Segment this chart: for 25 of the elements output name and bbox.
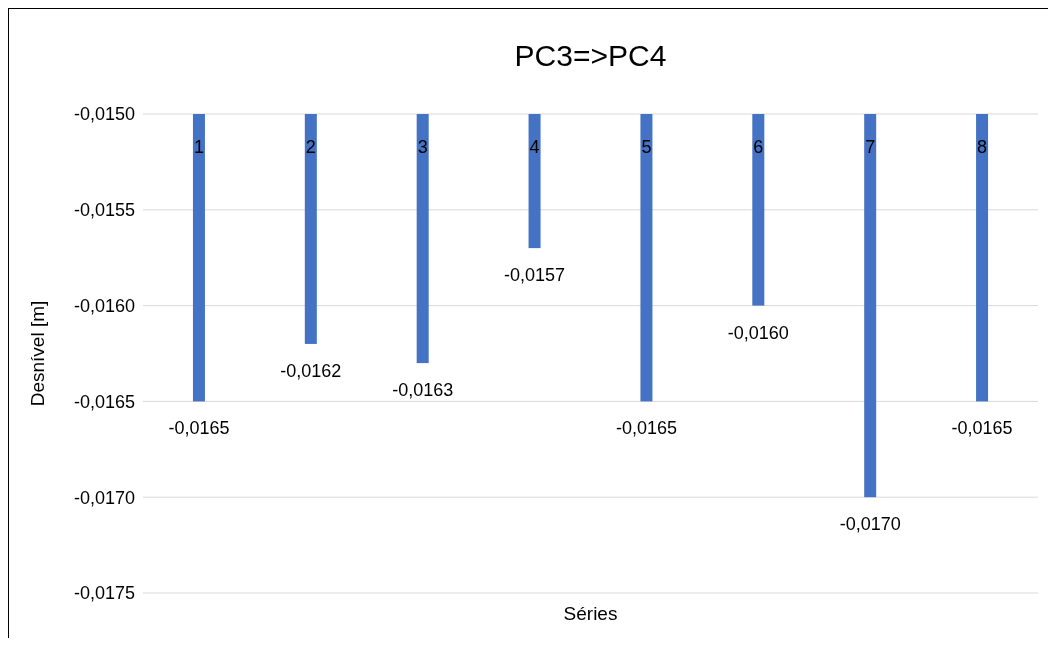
data-label: -0,0165 bbox=[615, 418, 677, 439]
data-label: -0,0170 bbox=[839, 514, 901, 535]
data-label: -0,0165 bbox=[951, 418, 1013, 439]
x-tick-label: 8 bbox=[977, 137, 988, 157]
x-tick-label: 6 bbox=[753, 137, 764, 157]
x-tick-label: 4 bbox=[529, 137, 540, 157]
y-tick-label: -0,0150 bbox=[73, 104, 135, 125]
y-tick-label: -0,0160 bbox=[73, 295, 135, 316]
x-tick-label: 1 bbox=[193, 137, 204, 157]
x-tick-label: 2 bbox=[305, 137, 316, 157]
data-label: -0,0157 bbox=[504, 265, 566, 286]
x-axis-title: Séries bbox=[563, 603, 618, 624]
data-label: -0,0162 bbox=[280, 360, 342, 381]
y-axis-title: Desnível [m] bbox=[27, 300, 48, 407]
x-tick-label: 5 bbox=[641, 137, 652, 157]
data-label: -0,0165 bbox=[168, 418, 230, 439]
data-label: -0,0163 bbox=[392, 380, 454, 401]
data-label: -0,0160 bbox=[727, 322, 789, 343]
y-tick-label: -0,0175 bbox=[73, 583, 135, 604]
y-tick-label: -0,0155 bbox=[73, 200, 135, 221]
chart-title: PC3=>PC4 bbox=[514, 39, 667, 72]
y-tick-label: -0,0165 bbox=[73, 391, 135, 412]
y-tick-label: -0,0170 bbox=[73, 487, 135, 508]
x-tick-label: 7 bbox=[865, 137, 876, 157]
x-tick-label: 3 bbox=[417, 137, 428, 157]
